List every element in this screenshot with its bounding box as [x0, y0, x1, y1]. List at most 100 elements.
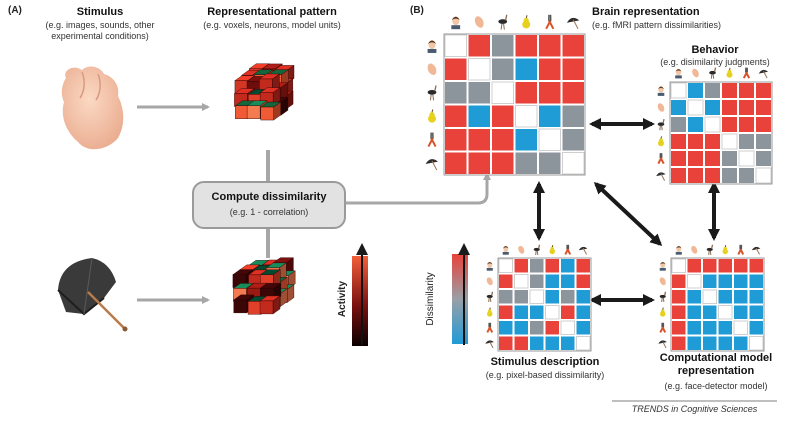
representational-pattern-cube-bottom: [232, 257, 296, 315]
pliers-icon: [486, 322, 494, 333]
rdm-cell: [576, 274, 590, 288]
activity-colorbar: [352, 256, 368, 346]
rdm-cell: [688, 83, 703, 98]
rdm-cell: [492, 129, 514, 151]
rdm-cell: [756, 134, 771, 149]
rdm-cell: [468, 152, 490, 174]
repr-pattern-title: Representational pattern: [207, 6, 337, 18]
face-icon: [675, 245, 682, 255]
rdm-cell: [739, 117, 754, 132]
rdm-cell: [499, 305, 513, 319]
repr-pattern-desc: (e.g. voxels, neurons, model units): [203, 20, 341, 30]
stim_desc-rdm-frame: [497, 257, 592, 352]
behavior-rdm-frame: [669, 81, 773, 185]
rdm-cell: [539, 82, 561, 104]
rdm-cell: [722, 117, 737, 132]
rdm-cell: [468, 58, 491, 81]
rdm-cell: [688, 134, 703, 149]
rdm-cell: [703, 336, 717, 350]
rdm-cell: [671, 117, 686, 132]
rdm-cell: [514, 336, 528, 350]
brain-rdm: [425, 14, 586, 176]
panel-label-a: (A): [8, 5, 22, 16]
brain-rdm-frame: [443, 33, 586, 176]
pear-icon: [722, 244, 728, 255]
pear-icon: [522, 15, 531, 29]
umbrella-stimulus-image: [57, 257, 128, 332]
representational-pattern-cube-top: [233, 63, 295, 121]
rdm-cell: [738, 150, 755, 167]
rdm-cell: [688, 151, 703, 166]
rdm-cell: [576, 321, 590, 335]
compute-dissimilarity-box: Compute dissimilarity (e.g. 1 - correlat…: [192, 181, 346, 229]
pliers-icon: [659, 322, 667, 333]
rdm-cell: [562, 105, 584, 127]
voxel: [260, 101, 282, 121]
rdm-cell: [734, 290, 748, 304]
umbrella-icon: [751, 246, 761, 255]
rdm-cell: [687, 274, 702, 289]
rdm-cell: [561, 274, 575, 288]
ostrich-icon: [427, 85, 437, 101]
rdm-cell: [739, 168, 754, 183]
rdm-cell: [545, 336, 559, 350]
rdm-cell: [562, 35, 584, 57]
source-credit: TRENDS in Cognitive Sciences: [631, 404, 758, 414]
rdm-cell: [529, 289, 544, 304]
rdm-cell: [749, 274, 763, 288]
rdm-cell: [687, 305, 701, 319]
rdm-cell: [514, 274, 529, 289]
hand-icon: [659, 277, 666, 286]
rdm-cell: [734, 259, 748, 273]
rdm-cell: [468, 129, 490, 151]
rdm-cell: [492, 35, 514, 57]
rdm-cell: [515, 82, 537, 104]
rdm-cell: [718, 305, 733, 320]
ostrich-icon: [706, 244, 714, 256]
rdm-cell: [498, 258, 513, 273]
rdm-cell: [687, 259, 701, 273]
rdm-cell: [514, 305, 528, 319]
rdm-cell: [670, 82, 687, 99]
stimulus-title: Stimulus: [76, 6, 124, 18]
rdm-cell: [468, 82, 490, 104]
umbrella-icon: [566, 17, 580, 30]
rdm-cell: [705, 100, 720, 115]
rdm-cell: [688, 168, 703, 183]
rdm-cell: [499, 274, 513, 288]
rdm-cell: [562, 58, 584, 80]
rdm-cell: [722, 83, 737, 98]
rdm-cell: [687, 290, 701, 304]
rdm-cell: [703, 321, 717, 335]
rdm-cell: [514, 321, 528, 335]
rdm-cell: [530, 321, 544, 335]
rdm-cell: [530, 305, 544, 319]
behavior-desc: (e.g. disimilarity judgments): [660, 57, 770, 67]
ostrich-icon: [498, 14, 508, 30]
rdm-cell: [576, 259, 590, 273]
voxel: [259, 295, 281, 315]
umbrella-icon: [425, 159, 438, 171]
ostrich-icon: [533, 244, 541, 256]
rdm-cell: [545, 274, 559, 288]
rdm-cell: [671, 151, 686, 166]
rdm-cell: [491, 81, 514, 104]
hand-icon: [474, 16, 484, 28]
face-icon: [427, 40, 437, 53]
hand-stimulus-image: [61, 66, 124, 150]
ostrich-icon: [709, 67, 717, 79]
rdm-cell: [739, 100, 754, 115]
rdm-cell: [499, 336, 513, 350]
rdm-cell: [687, 99, 704, 116]
rdm-cell: [515, 105, 538, 128]
compute-desc: (e.g. 1 - correlation): [229, 207, 309, 217]
umbrella-icon: [658, 340, 667, 349]
rdm-cell: [718, 336, 732, 350]
rdm-cell: [492, 58, 514, 80]
rdm-cell: [739, 134, 754, 149]
rdm-cell: [515, 129, 537, 151]
rdm-cell: [749, 259, 763, 273]
rdm-cell: [756, 117, 771, 132]
rdm-cell: [718, 321, 732, 335]
brain-desc: (e.g. fMRI pattern dissimilarities): [592, 20, 722, 30]
